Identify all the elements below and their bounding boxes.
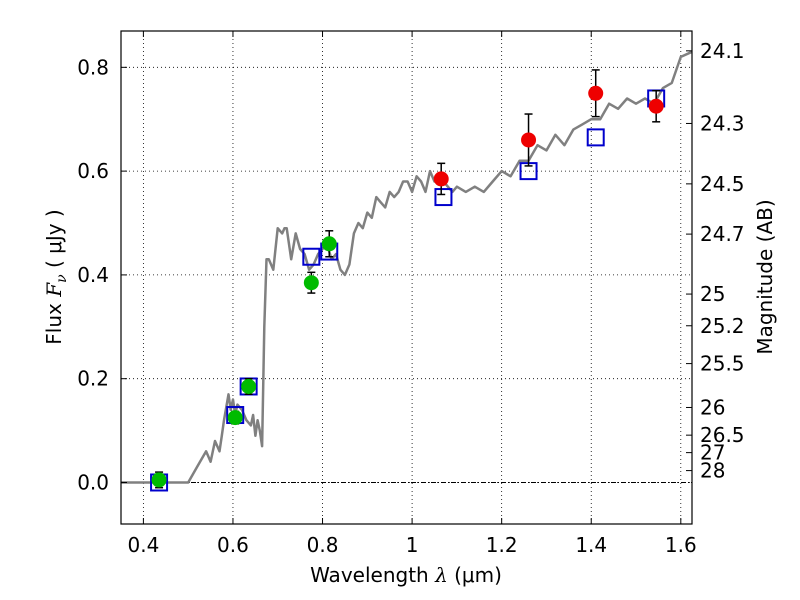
y-tick-label: 0.2 bbox=[77, 367, 109, 391]
observed-point bbox=[433, 171, 449, 187]
magnitude-tick-label: 24.1 bbox=[700, 39, 745, 63]
y-axis-label: Flux Fν ( μJy ) bbox=[42, 209, 70, 344]
y-tick-label: 0.6 bbox=[77, 159, 109, 183]
observed-point bbox=[303, 275, 319, 291]
y-tick-label: 0.0 bbox=[77, 470, 109, 494]
magnitude-tick-label: 27 bbox=[700, 441, 725, 465]
x-tick-label: 0.6 bbox=[217, 533, 249, 557]
observed-point bbox=[521, 132, 537, 148]
model-photometry-square bbox=[302, 247, 321, 266]
observed-point bbox=[227, 410, 243, 426]
x-tick-label: 0.4 bbox=[127, 533, 159, 557]
x-tick-label: 0.8 bbox=[307, 533, 339, 557]
magnitude-tick-label: 24.3 bbox=[700, 111, 745, 135]
magnitude-tick-label: 26 bbox=[700, 395, 725, 419]
model-photometry-square bbox=[586, 128, 605, 147]
observed-point bbox=[588, 85, 604, 101]
model-sed-curve bbox=[121, 50, 693, 484]
x-tick-label: 1.4 bbox=[575, 533, 607, 557]
magnitude-tick-label: 25.2 bbox=[700, 314, 745, 338]
observed-point bbox=[241, 378, 257, 394]
observed-point bbox=[321, 236, 337, 252]
y-tick-label: 0.4 bbox=[77, 263, 109, 287]
magnitude-tick-label: 26.5 bbox=[700, 423, 745, 447]
model-photometry-square bbox=[434, 188, 453, 207]
magnitude-tick-label: 25.5 bbox=[700, 352, 745, 376]
magnitude-tick-label: 24.7 bbox=[700, 222, 745, 246]
magnitude-tick-label: 28 bbox=[700, 459, 725, 483]
observed-point bbox=[648, 98, 664, 114]
magnitude-tick-label: 25 bbox=[700, 282, 725, 306]
y-tick-label: 0.8 bbox=[77, 55, 109, 79]
series-layer bbox=[121, 50, 693, 492]
ticks: 0.4 0.6 0.8 1 1.2 1.4 1.6 0.0 0.2 0.4 0.6 0.8 24.1 24… bbox=[77, 31, 745, 557]
x-tick-label: 1 bbox=[406, 533, 419, 557]
plot-frame bbox=[120, 30, 693, 525]
x-tick-label: 1.2 bbox=[486, 533, 518, 557]
magnitude-axis-label: Magnitude (AB) bbox=[753, 199, 777, 354]
magnitude-tick-label: 24.5 bbox=[700, 172, 745, 196]
x-tick-label: 1.6 bbox=[665, 533, 697, 557]
observed-point bbox=[151, 472, 167, 488]
x-axis-label: Wavelength λ (μm) bbox=[310, 563, 502, 587]
